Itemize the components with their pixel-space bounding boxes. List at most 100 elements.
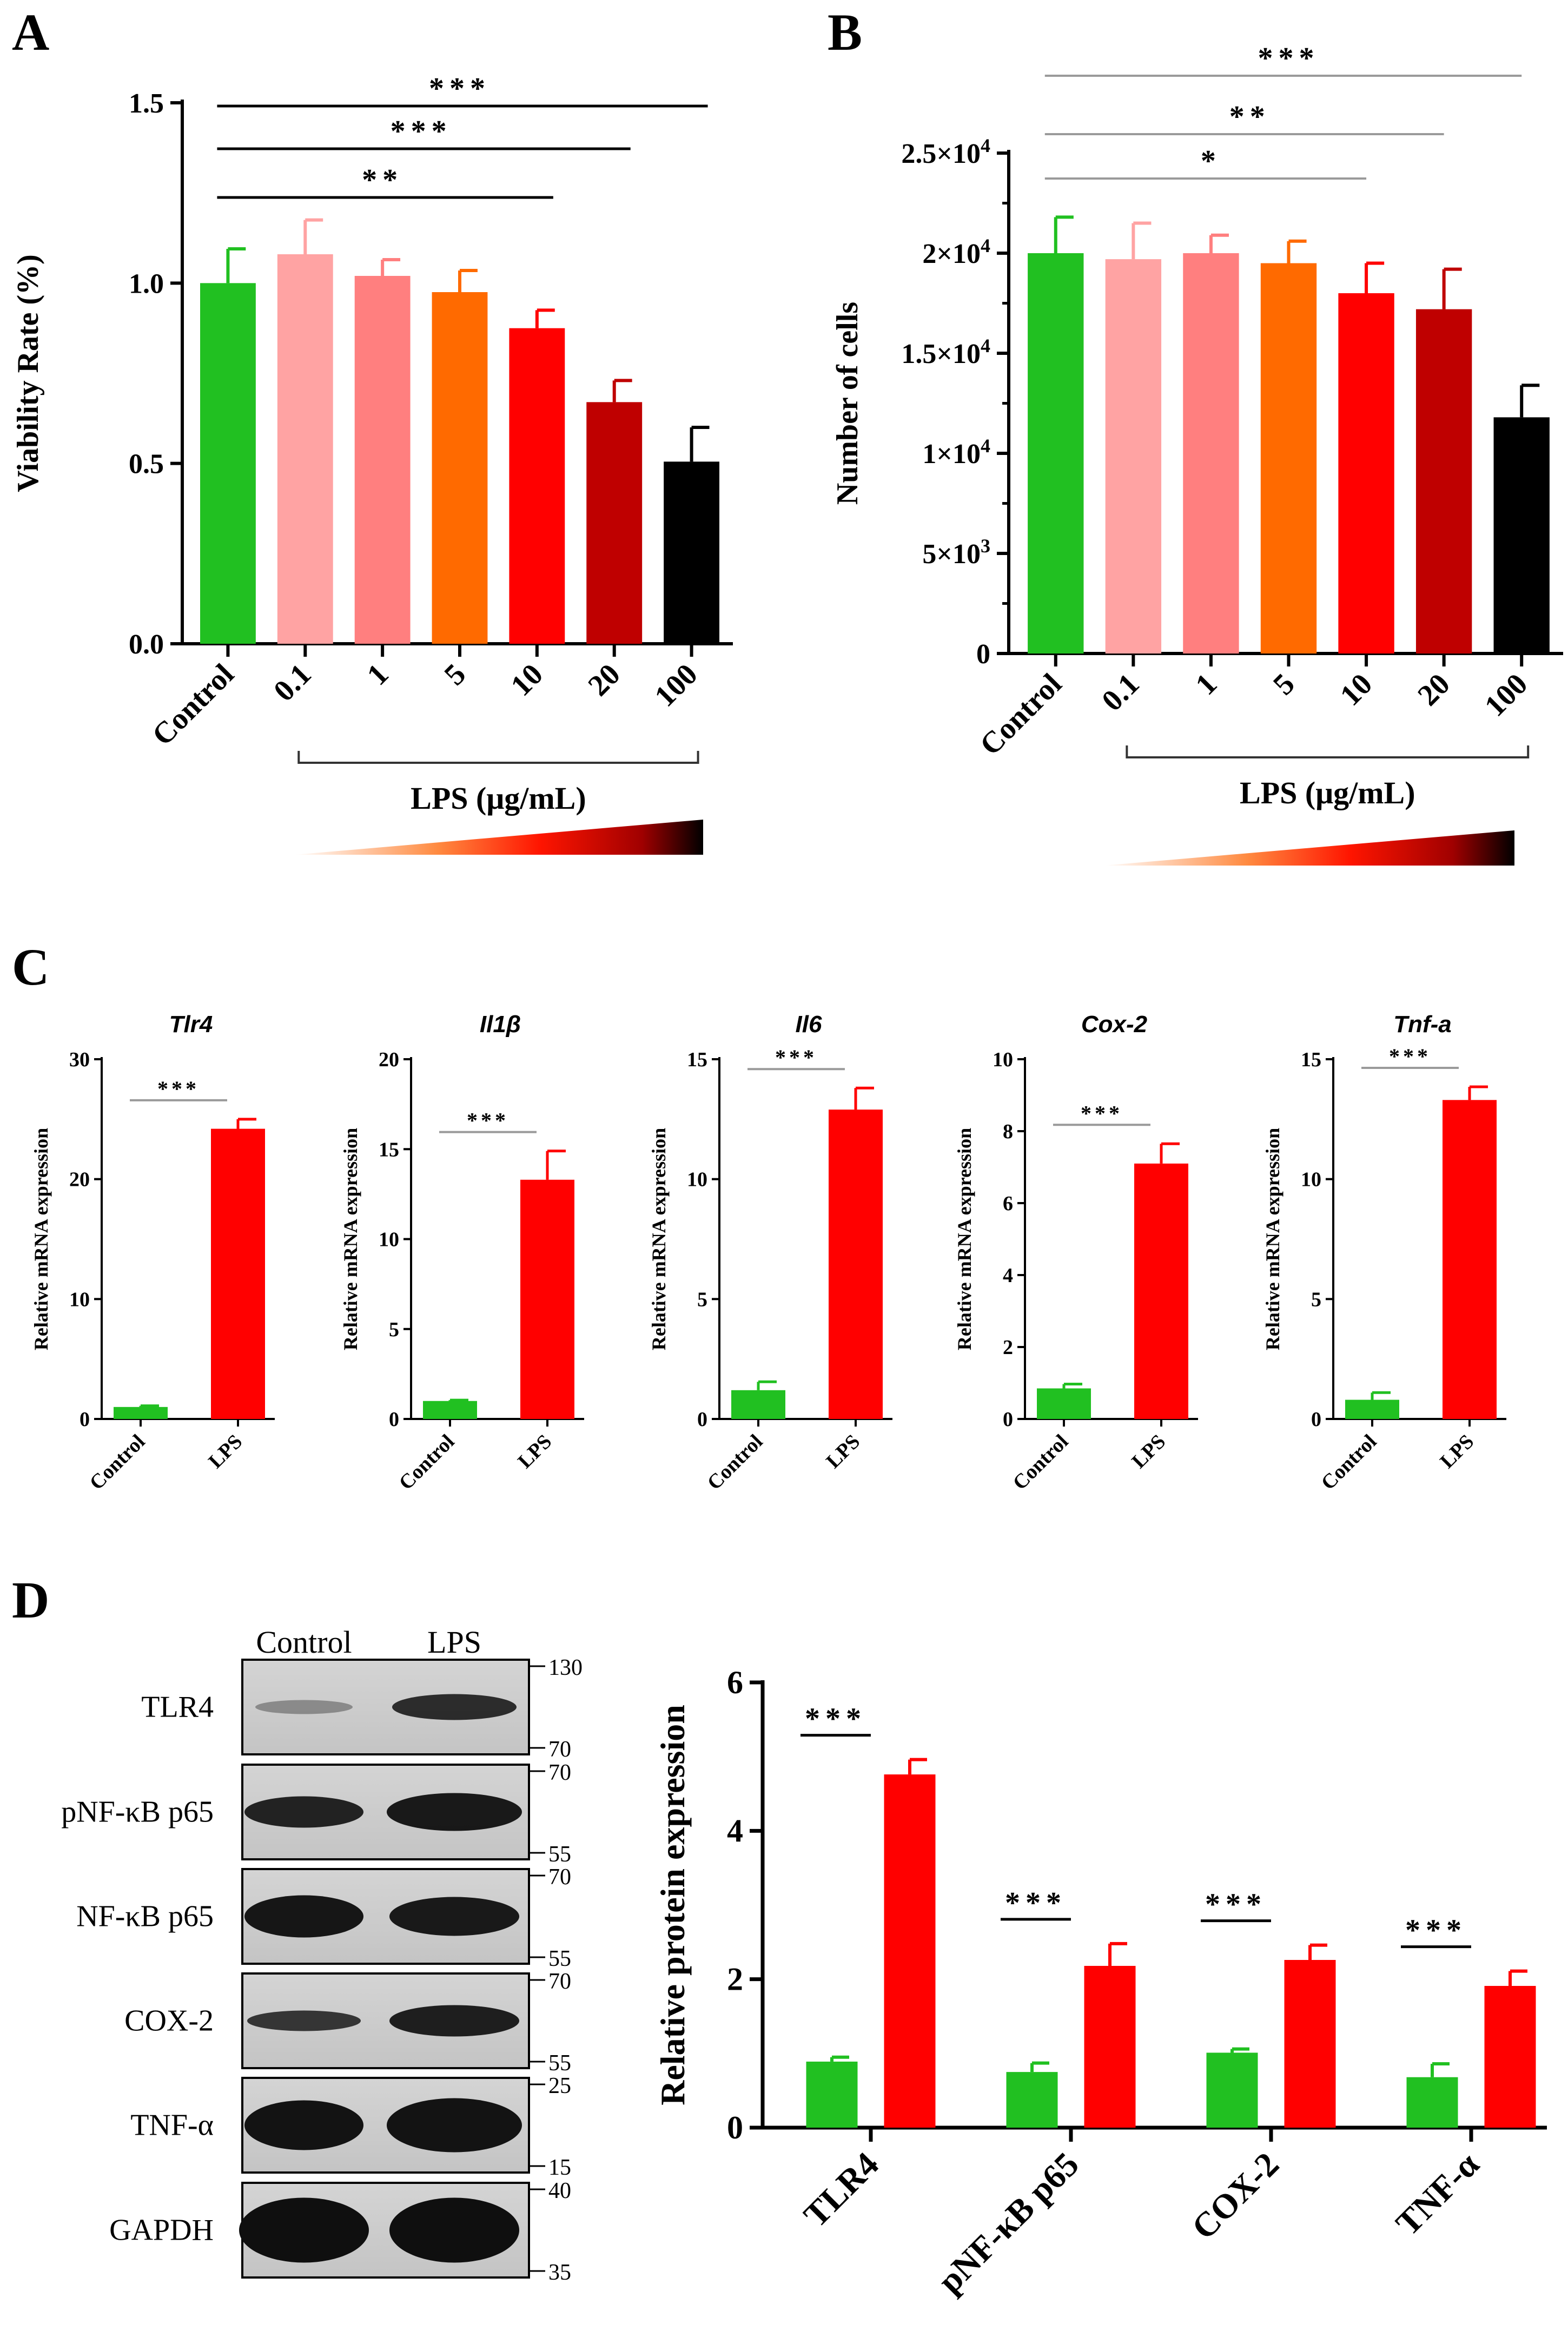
y-tick-label: 0 bbox=[389, 1408, 399, 1431]
wb-band bbox=[387, 1793, 522, 1831]
bar-LPS bbox=[211, 1128, 265, 1419]
y-tick-label: 30 bbox=[69, 1048, 90, 1071]
x-tick-label: Control bbox=[85, 1430, 150, 1495]
y-tick-label: 10 bbox=[69, 1288, 90, 1311]
significance-stars: ** bbox=[362, 163, 403, 197]
y-axis-title: Relative mRNA expression bbox=[1262, 1128, 1283, 1350]
wb-band bbox=[244, 2100, 363, 2150]
y-tick-label: 6 bbox=[727, 1665, 743, 1700]
significance-stars: *** bbox=[1205, 1888, 1267, 1922]
bar-1 bbox=[1183, 253, 1239, 653]
x-tick-label: 1 bbox=[361, 657, 395, 692]
y-tick-label: 2 bbox=[1003, 1336, 1013, 1359]
bar-Control bbox=[1028, 253, 1084, 653]
significance-stars: *** bbox=[1389, 1044, 1431, 1068]
x-tick-label: 10 bbox=[505, 657, 550, 702]
bar-Control bbox=[423, 1401, 477, 1419]
y-tick-label: 15 bbox=[1301, 1048, 1321, 1071]
x-tick-label: Control bbox=[146, 657, 241, 752]
lps-gradient-wedge bbox=[295, 820, 703, 855]
significance-stars: *** bbox=[429, 72, 491, 105]
y-tick-label: 0 bbox=[1311, 1408, 1321, 1431]
y-tick-label: 10 bbox=[379, 1229, 399, 1251]
wb-row-1: pNF-κB p65 70 55 bbox=[61, 1760, 571, 1867]
wb-row-0: TLR4 130 70 bbox=[141, 1655, 583, 1762]
wb-row-4: TNF-α 25 15 bbox=[130, 2074, 571, 2180]
significance-stars: *** bbox=[775, 1045, 817, 1070]
lps-group-bracket bbox=[297, 751, 699, 764]
wb-mw-top: 130 bbox=[548, 1655, 583, 1680]
wb-column-lps: LPS bbox=[427, 1625, 481, 1660]
y-tick-label: 1.0 bbox=[129, 268, 164, 299]
significance-stars: *** bbox=[467, 1108, 509, 1133]
wb-band bbox=[239, 2197, 369, 2263]
wb-mw-top: 70 bbox=[548, 1865, 571, 1890]
x-tick-label: Control bbox=[974, 667, 1068, 762]
wb-protein-label: COX-2 bbox=[124, 2004, 214, 2038]
y-axis-title: Relative mRNA expression bbox=[954, 1128, 975, 1350]
x-tick-label: 100 bbox=[649, 657, 704, 713]
bar-100 bbox=[664, 461, 719, 644]
y-tick-label: 5 bbox=[697, 1288, 707, 1311]
bar-LPS bbox=[1443, 1100, 1497, 1419]
x-tick-label: 1 bbox=[1189, 667, 1223, 702]
bar-0.1 bbox=[277, 254, 333, 644]
wb-band bbox=[389, 1897, 519, 1936]
significance-stars: *** bbox=[1405, 1914, 1467, 1947]
significance-stars: *** bbox=[805, 1702, 866, 1736]
lps-group-label: LPS (μg/mL) bbox=[1240, 775, 1415, 810]
bar-20 bbox=[586, 402, 643, 644]
y-tick-label: 0 bbox=[1003, 1408, 1013, 1431]
significance-stars: *** bbox=[157, 1077, 200, 1101]
x-tick-label: 100 bbox=[1478, 667, 1534, 723]
y-tick-label: 6 bbox=[1003, 1192, 1013, 1215]
significance-stars: * bbox=[1201, 144, 1221, 178]
y-tick-label: 2 bbox=[727, 1962, 743, 1997]
x-tick-label: LPS bbox=[822, 1430, 864, 1473]
y-tick-label: 20 bbox=[379, 1048, 399, 1071]
y-axis-title: Number of cells bbox=[831, 302, 864, 505]
bar-1 bbox=[354, 276, 411, 644]
chart-c2: Il1β 0 5 10 15 20 Control LPS *** Relative mRNA e… bbox=[340, 1011, 584, 1494]
y-tick-label: 4 bbox=[1003, 1264, 1013, 1287]
chart-title: Tnf-a bbox=[1393, 1011, 1452, 1038]
bar-LPS-COX-2 bbox=[1284, 1960, 1336, 2128]
bar-Control bbox=[1037, 1388, 1091, 1419]
x-tick-label: Control bbox=[395, 1430, 459, 1495]
chart-title: Tlr4 bbox=[169, 1011, 213, 1038]
y-axis-title: Relative mRNA expression bbox=[30, 1128, 52, 1350]
significance-stars: *** bbox=[1258, 42, 1320, 75]
bar-LPS-TNF-α bbox=[1484, 1986, 1536, 2128]
y-tick-label: 5 bbox=[389, 1318, 399, 1341]
wb-band bbox=[244, 1895, 363, 1938]
wb-mw-bottom: 35 bbox=[548, 2260, 571, 2285]
lps-group-label: LPS (μg/mL) bbox=[411, 781, 586, 816]
y-tick-label: 10 bbox=[1301, 1168, 1321, 1191]
x-tick-label: 20 bbox=[1411, 667, 1456, 712]
chart-title: Cox-2 bbox=[1081, 1011, 1148, 1038]
y-tick-label: 1.5×104 bbox=[901, 335, 990, 369]
x-tick-label: 5 bbox=[1267, 667, 1301, 702]
bar-100 bbox=[1493, 417, 1550, 653]
chart-b-cell-number: 0 5×103 1×104 1.5×104 2×104 2.5×104 Control 0.1… bbox=[831, 42, 1563, 866]
x-tick-label: 5 bbox=[438, 657, 473, 692]
bar-Control-pNF-κB p65 bbox=[1006, 2072, 1058, 2128]
y-tick-label: 4 bbox=[727, 1813, 743, 1849]
bar-Control bbox=[200, 283, 256, 644]
chart-c4: Cox-2 0 2 4 6 8 10 Control LPS *** Relative mRNA e… bbox=[954, 1011, 1198, 1494]
y-tick-label: 20 bbox=[69, 1168, 90, 1191]
y-axis-title: Relative protein expression bbox=[653, 1705, 692, 2105]
y-axis-title: Relative mRNA expression bbox=[648, 1128, 670, 1350]
bar-LPS bbox=[829, 1110, 883, 1419]
wb-mw-top: 70 bbox=[548, 1969, 571, 1994]
y-tick-label: 2.5×104 bbox=[901, 135, 990, 169]
chart-c5: Tnf-a 0 5 10 15 Control LPS *** Relative mRNA ex… bbox=[1262, 1011, 1506, 1494]
x-tick-label: COX-2 bbox=[1184, 2145, 1286, 2247]
bar-Control bbox=[731, 1390, 785, 1419]
y-tick-label: 1.5 bbox=[129, 88, 164, 119]
panel-label-b: B bbox=[828, 3, 862, 61]
wb-protein-label: NF-κB p65 bbox=[76, 1900, 214, 1933]
